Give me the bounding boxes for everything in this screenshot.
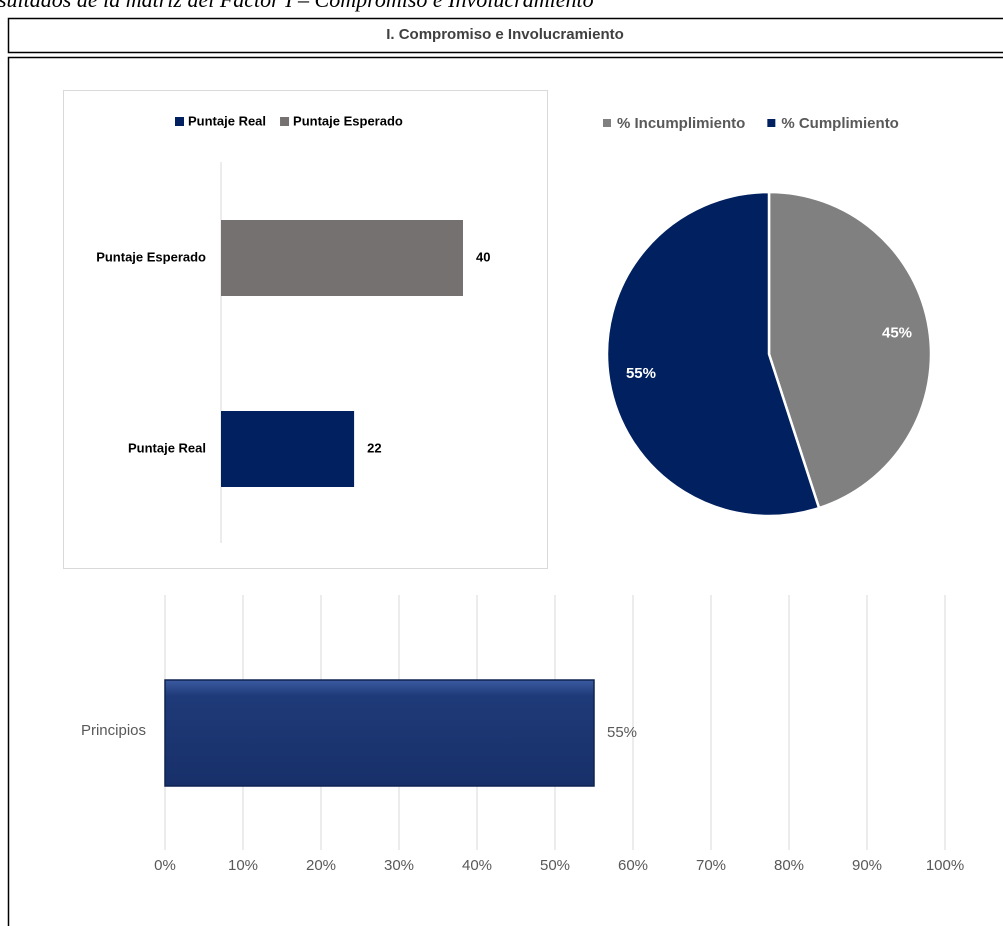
legend-swatch xyxy=(767,119,776,127)
x-tick-label: 30% xyxy=(384,857,414,874)
pie-slice xyxy=(605,190,821,518)
x-tick-label: 50% xyxy=(540,857,570,874)
x-tick-label: 0% xyxy=(154,857,176,874)
legend-label: Puntaje Esperado xyxy=(293,113,403,128)
category-label: Puntaje Esperado xyxy=(96,249,206,264)
slice-label: 55% xyxy=(626,365,656,382)
x-tick-label: 40% xyxy=(462,857,492,874)
legend-swatch xyxy=(175,117,184,126)
bar xyxy=(221,220,463,296)
category-label: Principios xyxy=(81,722,146,739)
bar xyxy=(164,679,595,787)
x-tick-label: 70% xyxy=(696,857,726,874)
pie-slice xyxy=(767,190,933,510)
legend-label: Puntaje Real xyxy=(188,113,266,128)
x-tick-label: 80% xyxy=(774,857,804,874)
x-tick-label: 100% xyxy=(926,857,964,874)
caption: sultados de la matriz del Factor I – Com… xyxy=(0,0,594,12)
value-label: 40 xyxy=(476,249,490,264)
category-label: Puntaje Real xyxy=(128,440,206,455)
chart-frame xyxy=(63,90,548,569)
header-title: I. Compromiso e Involucramiento xyxy=(386,26,624,43)
value-label: 22 xyxy=(367,440,381,455)
legend-label: % Incumplimiento xyxy=(617,115,745,132)
slice-label: 45% xyxy=(882,325,912,342)
legend-label: % Cumplimiento xyxy=(781,115,899,132)
x-tick-label: 60% xyxy=(618,857,648,874)
header-box xyxy=(7,17,1003,54)
bar xyxy=(221,411,355,487)
x-tick-label: 90% xyxy=(852,857,882,874)
x-tick-label: 10% xyxy=(228,857,258,874)
value-label: 55% xyxy=(607,724,637,741)
legend-swatch xyxy=(603,119,611,127)
legend-swatch xyxy=(280,117,290,126)
x-tick-label: 20% xyxy=(306,857,336,874)
